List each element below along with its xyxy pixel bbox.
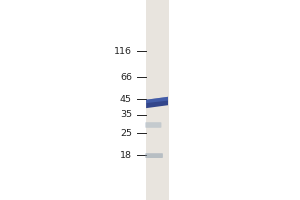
FancyBboxPatch shape [145, 122, 161, 128]
Polygon shape [146, 97, 168, 108]
Text: 25: 25 [120, 129, 132, 138]
FancyBboxPatch shape [145, 153, 163, 158]
Text: 45: 45 [120, 95, 132, 104]
Text: 18: 18 [120, 150, 132, 160]
Text: 35: 35 [120, 110, 132, 119]
Text: 66: 66 [120, 72, 132, 82]
Polygon shape [146, 97, 168, 103]
Text: 116: 116 [114, 46, 132, 55]
Bar [146, 0, 169, 200]
